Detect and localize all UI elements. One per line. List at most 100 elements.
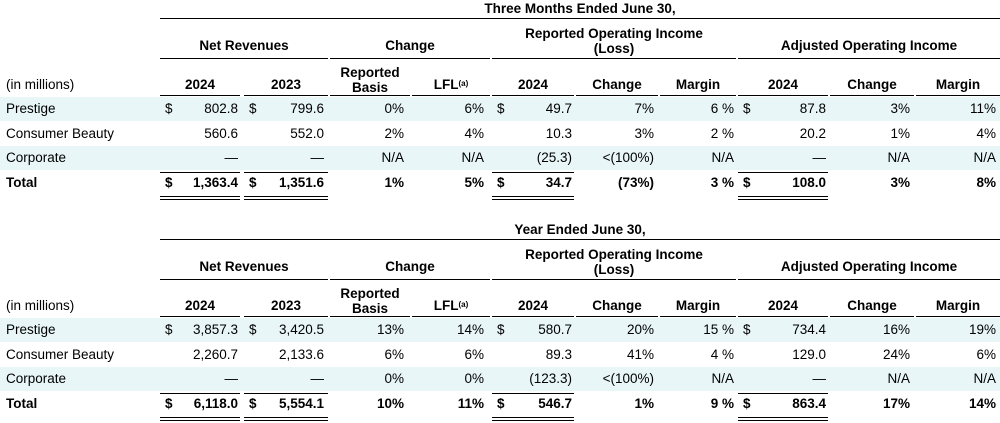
header-adjusted-op-income: Adjusted Operating Income	[780, 259, 958, 274]
header-aoi-change: Change	[847, 298, 897, 313]
header-net-revenues: Net Revenues	[199, 38, 289, 53]
net-revenue-2023: 799.6	[290, 101, 324, 116]
currency-symbol: $	[249, 396, 257, 411]
currency-symbol: $	[249, 101, 257, 116]
adjusted-op-income-margin: 14%	[968, 396, 996, 411]
units-label: (in millions)	[6, 77, 75, 92]
adjusted-op-income-margin: 11%	[969, 101, 996, 116]
reported-op-income-2024: 49.7	[545, 101, 572, 116]
change-reported-basis: N/A	[381, 150, 404, 165]
currency-symbol: $	[165, 101, 173, 116]
reported-op-income-change: 41%	[626, 347, 654, 362]
header-roi-change: Change	[592, 298, 642, 313]
header-roi-2024: 2024	[517, 298, 549, 313]
row-label: Total	[6, 175, 38, 190]
header-reported-basis: Reported Basis	[340, 286, 400, 316]
header-aoi-change: Change	[847, 77, 897, 92]
adjusted-op-income-margin: N/A	[973, 150, 996, 165]
change-reported-basis: 6%	[384, 347, 404, 362]
adjusted-op-income-margin: 19%	[968, 322, 996, 337]
adjusted-op-income-2024: 87.8	[799, 101, 826, 116]
header-2023: 2023	[270, 298, 302, 313]
header-roi-2024: 2024	[517, 77, 549, 92]
adjusted-op-income-change: 3%	[890, 101, 910, 116]
net-revenue-2023: —	[310, 150, 325, 165]
reported-op-income-2024: (123.3)	[529, 371, 572, 386]
net-revenue-2024: —	[224, 371, 239, 386]
currency-symbol: $	[497, 322, 505, 337]
change-reported-basis: 0%	[384, 371, 404, 386]
currency-symbol: $	[249, 322, 257, 337]
change-reported-basis: 0%	[384, 101, 404, 116]
adjusted-op-income-2024: 734.4	[792, 322, 826, 337]
reported-op-income-2024: 34.7	[545, 175, 572, 190]
currency-symbol: $	[497, 101, 505, 116]
reported-op-income-margin: 6 %	[710, 101, 734, 116]
change-lfl: 4%	[464, 126, 484, 141]
reported-op-income-2024: 546.7	[538, 396, 572, 411]
reported-op-income-2024: 580.7	[538, 322, 572, 337]
net-revenue-2023: 5,554.1	[278, 396, 324, 411]
reported-op-income-change: 3%	[634, 126, 654, 141]
year-ended-table: Year Ended June 30, Net Revenues Change …	[0, 221, 1000, 423]
reported-op-income-margin: N/A	[711, 150, 734, 165]
currency-symbol: $	[497, 396, 505, 411]
row-label: Consumer Beauty	[6, 347, 115, 362]
net-revenue-2023: 1,351.6	[278, 175, 324, 190]
change-reported-basis: 13%	[376, 322, 404, 337]
adjusted-op-income-change: 24%	[882, 347, 910, 362]
change-lfl: 6%	[464, 101, 484, 116]
row-label: Corporate	[6, 371, 67, 386]
adjusted-op-income-change: 3%	[890, 175, 910, 190]
adjusted-op-income-change: N/A	[887, 150, 910, 165]
reported-op-income-change: 7%	[634, 101, 654, 116]
reported-op-income-margin: N/A	[711, 371, 734, 386]
adjusted-op-income-margin: 6%	[976, 347, 996, 362]
currency-symbol: $	[743, 175, 751, 190]
net-revenue-2023: 2,133.6	[278, 347, 324, 362]
header-roi-margin: Margin	[675, 77, 721, 92]
table-title: Year Ended June 30,	[514, 222, 646, 237]
net-revenue-2024: 560.6	[204, 126, 238, 141]
adjusted-op-income-2024: 863.4	[792, 396, 826, 411]
adjusted-op-income-change: 16%	[882, 322, 910, 337]
change-reported-basis: 2%	[384, 126, 404, 141]
net-revenue-2024: 6,118.0	[193, 396, 238, 411]
change-reported-basis: 10%	[376, 396, 404, 411]
change-lfl: 5%	[464, 175, 484, 190]
header-change: Change	[385, 38, 435, 53]
reported-op-income-2024: 10.3	[545, 126, 572, 141]
adjusted-op-income-2024: 129.0	[792, 347, 826, 362]
adjusted-op-income-2024: —	[812, 150, 827, 165]
adjusted-op-income-change: 1%	[890, 126, 910, 141]
currency-symbol: $	[743, 396, 751, 411]
header-adjusted-op-income: Adjusted Operating Income	[780, 38, 958, 53]
net-revenue-2024: 802.8	[204, 101, 238, 116]
change-lfl: 11%	[457, 396, 484, 411]
row-label: Total	[6, 396, 38, 411]
adjusted-op-income-change: N/A	[887, 371, 910, 386]
reported-op-income-2024: (25.3)	[536, 150, 572, 165]
header-reported-op-income: Reported Operating Income (Loss)	[525, 26, 703, 56]
change-reported-basis: 1%	[384, 175, 404, 190]
net-revenue-2023: —	[310, 371, 325, 386]
currency-symbol: $	[165, 396, 173, 411]
header-lfl: LFL(a)	[433, 298, 469, 313]
header-reported-op-income: Reported Operating Income (Loss)	[525, 247, 703, 277]
header-2024: 2024	[184, 298, 216, 313]
adjusted-op-income-2024: —	[812, 371, 827, 386]
adjusted-op-income-margin: 8%	[976, 175, 996, 190]
header-aoi-margin: Margin	[935, 298, 981, 313]
currency-symbol: $	[743, 101, 751, 116]
reported-op-income-margin: 9 %	[710, 396, 734, 411]
currency-symbol: $	[497, 175, 505, 190]
row-label: Prestige	[6, 101, 56, 116]
units-label: (in millions)	[6, 298, 75, 313]
reported-op-income-margin: 4 %	[710, 347, 734, 362]
net-revenue-2024: 1,363.4	[192, 175, 238, 190]
change-lfl: 14%	[456, 322, 484, 337]
adjusted-op-income-2024: 20.2	[799, 126, 826, 141]
adjusted-op-income-margin: 4%	[976, 126, 996, 141]
table-title: Three Months Ended June 30,	[484, 1, 676, 16]
currency-symbol: $	[165, 175, 173, 190]
